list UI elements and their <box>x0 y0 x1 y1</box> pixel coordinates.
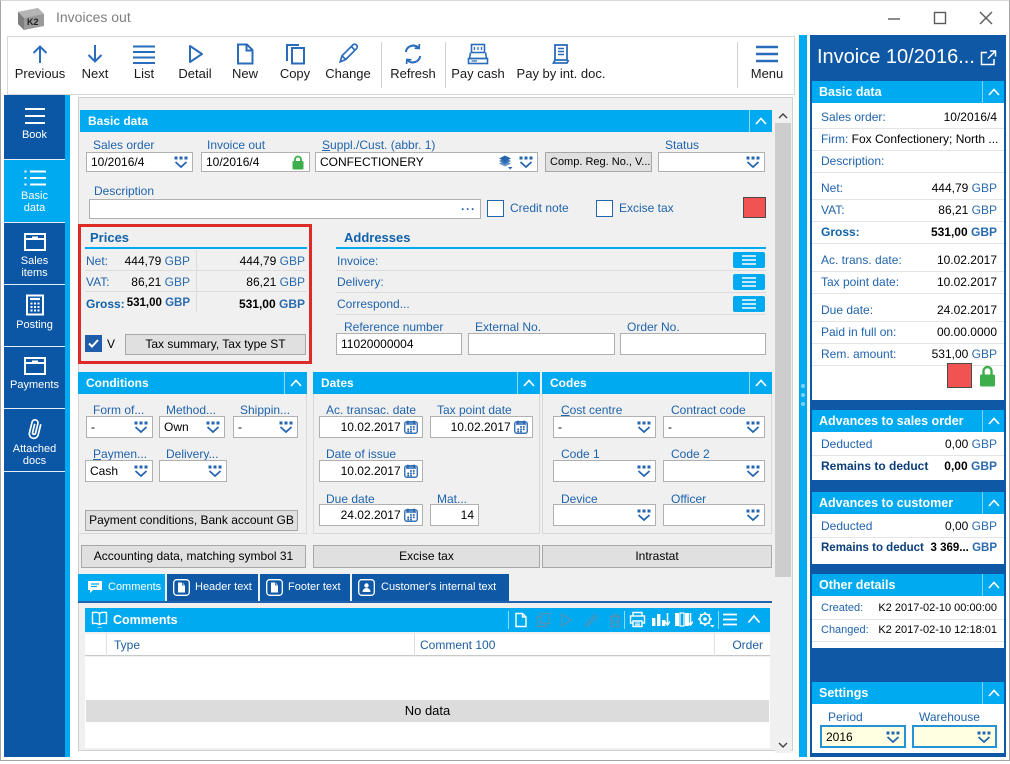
svg-text:K2: K2 <box>27 17 39 27</box>
